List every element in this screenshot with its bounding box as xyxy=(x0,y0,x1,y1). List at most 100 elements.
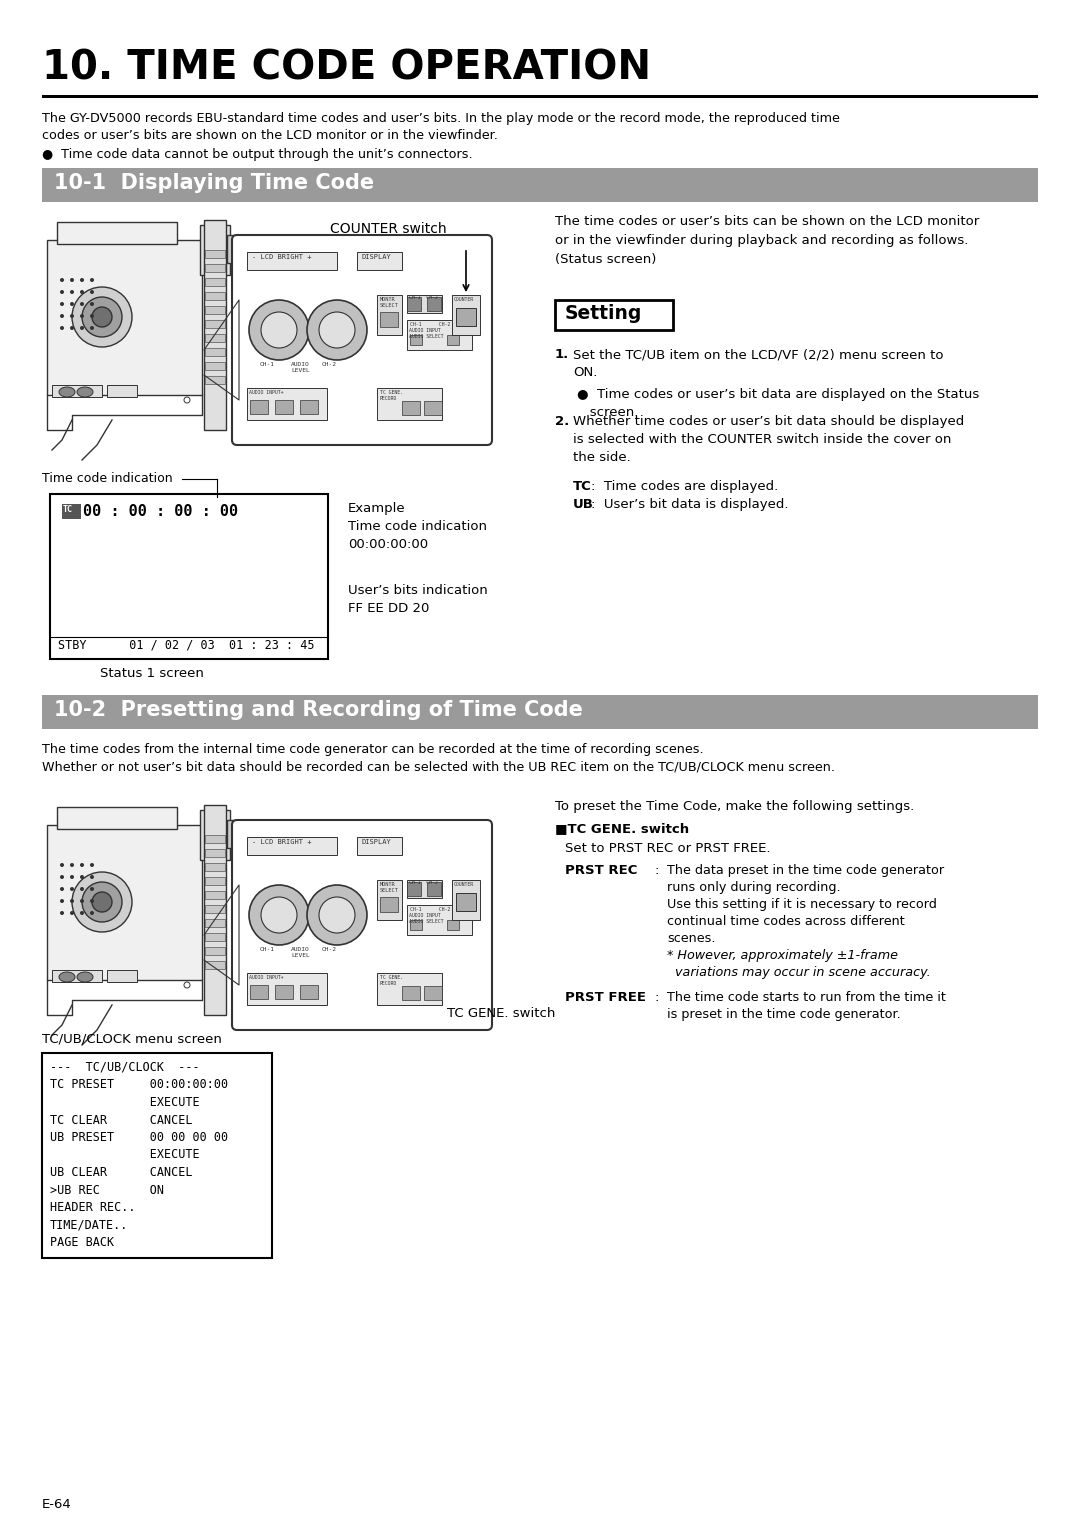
Ellipse shape xyxy=(307,299,367,361)
Ellipse shape xyxy=(92,307,112,327)
Bar xyxy=(407,295,442,313)
Text: runs only during recording.: runs only during recording. xyxy=(667,882,840,894)
Text: 10. TIME CODE OPERATION: 10. TIME CODE OPERATION xyxy=(42,47,651,89)
Ellipse shape xyxy=(249,299,309,361)
Ellipse shape xyxy=(70,313,75,318)
Ellipse shape xyxy=(90,325,94,330)
Bar xyxy=(407,319,472,350)
Text: COUNTER: COUNTER xyxy=(454,296,474,303)
Ellipse shape xyxy=(90,876,94,879)
Bar xyxy=(402,986,420,999)
Bar xyxy=(205,335,225,342)
Text: :: : xyxy=(654,992,660,1004)
Bar xyxy=(42,1053,272,1258)
Ellipse shape xyxy=(70,876,75,879)
Text: 00:00:00:00: 00:00:00:00 xyxy=(348,538,428,552)
Text: EXECUTE: EXECUTE xyxy=(50,1096,200,1109)
Bar xyxy=(42,695,1038,729)
Ellipse shape xyxy=(90,278,94,283)
Bar xyxy=(205,306,225,313)
Bar xyxy=(205,947,225,955)
Bar xyxy=(205,348,225,356)
Bar xyxy=(249,986,268,999)
Ellipse shape xyxy=(90,863,94,866)
Text: The time code starts to run from the time it: The time code starts to run from the tim… xyxy=(667,992,946,1004)
Bar xyxy=(204,805,226,1015)
Text: :  User’s bit data is displayed.: : User’s bit data is displayed. xyxy=(591,498,788,510)
Bar xyxy=(205,834,225,843)
Ellipse shape xyxy=(80,290,84,293)
Text: AUDIO
LEVEL: AUDIO LEVEL xyxy=(291,362,310,373)
Text: :: : xyxy=(654,863,660,877)
Text: UB: UB xyxy=(573,498,594,510)
Ellipse shape xyxy=(70,278,75,283)
Bar xyxy=(52,385,102,397)
Bar xyxy=(427,296,441,312)
Bar xyxy=(402,400,420,416)
Ellipse shape xyxy=(80,886,84,891)
Text: CH-1      CH-2: CH-1 CH-2 xyxy=(410,908,450,912)
Bar xyxy=(380,312,399,327)
Text: TC GENE.
RECORD: TC GENE. RECORD xyxy=(380,975,403,986)
Text: CH-2: CH-2 xyxy=(322,947,337,952)
Ellipse shape xyxy=(261,897,297,934)
Text: DISPLAY: DISPLAY xyxy=(362,839,392,845)
Bar xyxy=(52,970,102,983)
Ellipse shape xyxy=(60,886,64,891)
Text: Example: Example xyxy=(348,503,406,515)
Text: CH-1  CH-2: CH-1 CH-2 xyxy=(409,880,437,885)
Text: PAGE BACK: PAGE BACK xyxy=(50,1236,114,1248)
Ellipse shape xyxy=(60,898,64,903)
Text: MONTR
SELECT: MONTR SELECT xyxy=(380,882,399,892)
Ellipse shape xyxy=(319,312,355,348)
Text: ●  Time code data cannot be output through the unit’s connectors.: ● Time code data cannot be output throug… xyxy=(42,148,473,160)
Bar xyxy=(205,918,225,927)
Ellipse shape xyxy=(80,876,84,879)
Bar xyxy=(377,880,402,920)
Bar xyxy=(453,880,480,920)
Bar xyxy=(424,400,442,416)
Text: Whether or not user’s bit data should be recorded can be selected with the UB RE: Whether or not user’s bit data should be… xyxy=(42,759,835,773)
Text: UB PRESET     00 00 00 00: UB PRESET 00 00 00 00 xyxy=(50,1131,228,1144)
Text: MONTR
SELECT: MONTR SELECT xyxy=(380,296,399,307)
Bar xyxy=(407,880,442,898)
Bar xyxy=(107,970,137,983)
Bar xyxy=(424,986,442,999)
Bar xyxy=(357,252,402,270)
Bar xyxy=(205,362,225,370)
Bar xyxy=(410,920,422,931)
Text: ■TC GENE. switch: ■TC GENE. switch xyxy=(555,822,689,834)
Ellipse shape xyxy=(80,313,84,318)
Bar xyxy=(205,264,225,272)
Text: UB CLEAR      CANCEL: UB CLEAR CANCEL xyxy=(50,1166,192,1180)
Bar xyxy=(205,292,225,299)
Text: Whether time codes or user’s bit data should be displayed
is selected with the C: Whether time codes or user’s bit data sh… xyxy=(573,416,964,465)
Bar xyxy=(427,882,441,895)
Ellipse shape xyxy=(77,972,93,983)
Ellipse shape xyxy=(80,278,84,283)
Text: HEADER REC..: HEADER REC.. xyxy=(50,1201,135,1215)
Bar xyxy=(410,335,422,345)
Ellipse shape xyxy=(307,885,367,944)
Text: 10-1  Displaying Time Code: 10-1 Displaying Time Code xyxy=(54,173,374,193)
Text: CH-2: CH-2 xyxy=(322,362,337,367)
Ellipse shape xyxy=(82,882,122,921)
Ellipse shape xyxy=(261,312,297,348)
Bar xyxy=(357,837,402,856)
Bar xyxy=(227,821,249,848)
Text: COUNTER: COUNTER xyxy=(454,882,474,886)
Text: ---  TC/UB/CLOCK  ---: --- TC/UB/CLOCK --- xyxy=(50,1060,200,1074)
Bar xyxy=(205,934,225,941)
Bar xyxy=(249,400,268,414)
Ellipse shape xyxy=(80,303,84,306)
Text: The data preset in the time code generator: The data preset in the time code generat… xyxy=(667,863,944,877)
Bar xyxy=(227,235,249,263)
Bar xyxy=(205,961,225,969)
Text: CH-1: CH-1 xyxy=(260,362,275,367)
Bar xyxy=(205,877,225,885)
Text: AUDIO INPUT+: AUDIO INPUT+ xyxy=(249,975,283,979)
Text: COUNTER switch: COUNTER switch xyxy=(330,222,447,235)
Bar xyxy=(200,810,230,860)
Ellipse shape xyxy=(90,290,94,293)
Ellipse shape xyxy=(90,898,94,903)
